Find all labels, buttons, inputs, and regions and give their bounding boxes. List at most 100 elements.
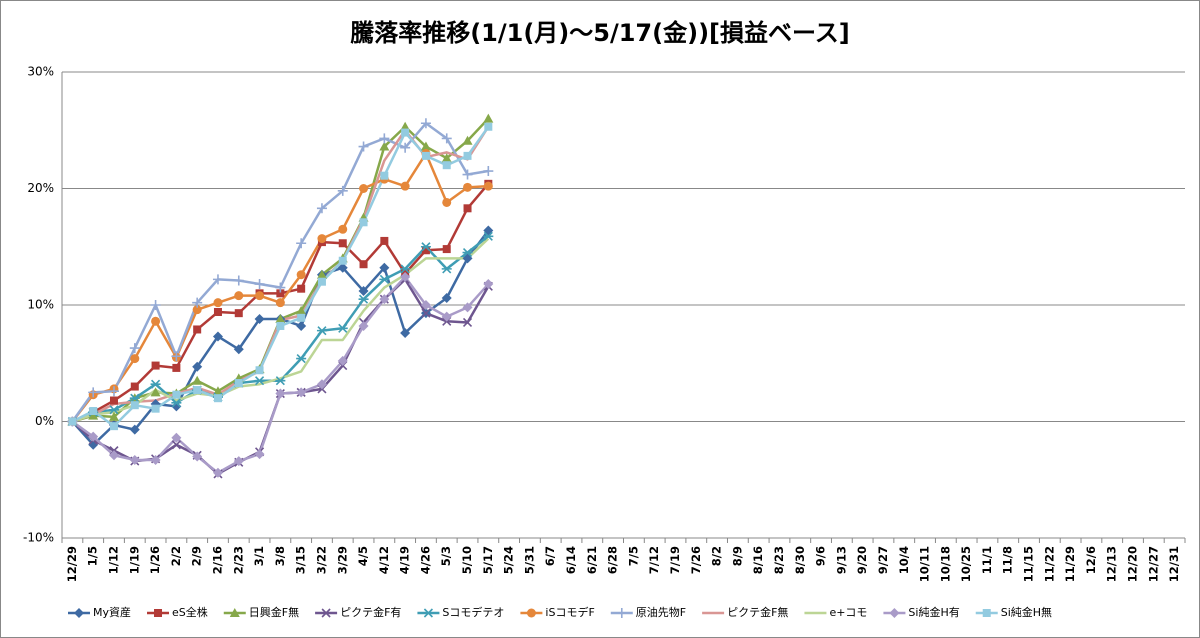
legend-label: ピクテ金F無 [727, 605, 788, 619]
marker [321, 608, 331, 618]
marker [316, 269, 327, 279]
marker [462, 169, 473, 180]
x-tick-label: 11/29 [1063, 546, 1077, 582]
marker [254, 449, 265, 460]
legend-item: Si純金H無 [975, 605, 1052, 619]
marker [212, 331, 223, 342]
marker [74, 608, 84, 618]
x-tick-label: 10/11 [918, 546, 932, 582]
legend-label: Si純金H無 [1001, 605, 1052, 619]
marker [130, 401, 139, 410]
marker [379, 294, 390, 305]
x-tick-label: 4/26 [418, 546, 432, 574]
marker [441, 133, 452, 144]
marker [420, 141, 431, 151]
legend-item: iSコモデF [520, 605, 595, 619]
marker [193, 325, 202, 334]
x-tick-label: 3/29 [335, 546, 349, 574]
x-tick-label: 4/5 [356, 546, 370, 566]
legend-item: 日興金F無 [223, 605, 299, 619]
marker [109, 422, 118, 431]
marker [88, 387, 99, 398]
marker [255, 291, 265, 301]
marker [982, 609, 991, 617]
marker [192, 451, 203, 462]
marker [616, 608, 627, 618]
x-tick-label: 9/13 [834, 546, 848, 574]
marker [442, 197, 452, 207]
marker [129, 454, 140, 465]
marker [275, 282, 286, 293]
legend-item: eS全株 [147, 605, 208, 619]
marker [88, 431, 99, 442]
marker [379, 133, 390, 144]
marker [275, 298, 285, 308]
legend-label: 原油先物F [636, 605, 686, 619]
chart-title: 騰落率推移(1/1(月)～5/17(金))[損益ベース] [350, 19, 850, 47]
marker [358, 320, 369, 331]
legend-label: ピクテ金F有 [340, 605, 401, 619]
x-tick-label: 2/16 [210, 546, 224, 574]
marker [296, 305, 307, 315]
marker [420, 242, 431, 252]
x-tick-label: 1/12 [106, 546, 120, 574]
marker [337, 185, 348, 196]
marker [234, 379, 243, 388]
x-tick-label: 10/25 [959, 546, 973, 582]
x-tick-label: 9/27 [876, 546, 890, 574]
marker [254, 376, 265, 386]
marker [379, 274, 390, 284]
x-tick-label: 4/12 [377, 546, 391, 574]
marker [229, 608, 240, 617]
series-line [71, 237, 490, 423]
marker [337, 355, 348, 366]
legend-label: My資産 [93, 606, 131, 619]
marker [359, 184, 369, 193]
marker [254, 313, 265, 324]
x-tick-label: 3/22 [314, 546, 328, 574]
marker [317, 277, 326, 286]
marker [171, 401, 182, 412]
marker [337, 262, 348, 273]
legend-item: ピクテ金F無 [702, 605, 788, 619]
marker [108, 411, 119, 421]
marker [358, 141, 369, 152]
x-tick-label: 11/22 [1042, 546, 1056, 582]
marker [172, 363, 181, 372]
marker [483, 113, 494, 123]
marker [108, 386, 119, 397]
marker [442, 245, 451, 254]
x-tick-label: 1/19 [127, 546, 141, 574]
marker [296, 387, 307, 398]
marker [88, 410, 99, 420]
x-tick-label: 3/1 [252, 546, 266, 566]
y-tick-label: 10% [27, 298, 54, 312]
legend-item: Sコモデテオ [417, 605, 504, 619]
marker [463, 182, 473, 192]
marker [234, 309, 243, 318]
x-tick-label: 10/4 [897, 546, 911, 574]
x-tick-label: 4/19 [398, 546, 412, 574]
marker [379, 262, 390, 273]
x-tick-label: 2/23 [231, 546, 245, 574]
legend-label: iSコモデF [545, 605, 594, 619]
marker [296, 270, 306, 280]
x-tick-label: 9/20 [855, 546, 869, 574]
marker [276, 289, 285, 298]
marker [130, 382, 139, 391]
marker [358, 286, 369, 297]
marker [254, 279, 265, 290]
marker [483, 181, 493, 191]
marker [150, 454, 161, 465]
marker [129, 424, 140, 435]
marker [463, 204, 472, 213]
marker [296, 238, 307, 249]
x-tick-label: 12/31 [1167, 546, 1181, 582]
x-tick-label: 12/6 [1084, 546, 1098, 574]
marker [171, 440, 181, 450]
marker [275, 388, 286, 399]
marker [192, 305, 202, 315]
marker [212, 467, 223, 478]
marker [276, 321, 285, 330]
